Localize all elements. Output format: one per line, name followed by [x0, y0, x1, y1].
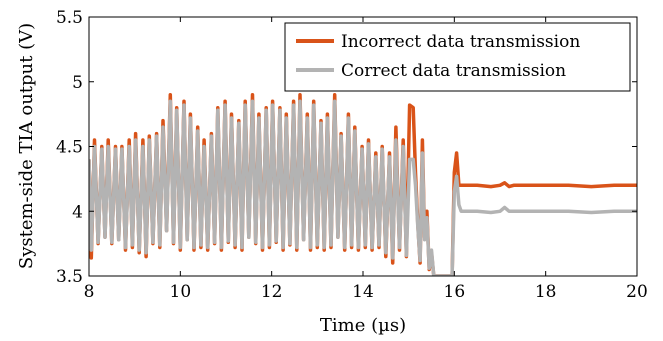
x-tick-label: 10 — [170, 282, 192, 302]
series-line-1 — [89, 99, 637, 276]
y-axis-label: System-side TIA output (V) — [16, 23, 37, 269]
tick-labels: 8 10 12 14 16 18 20 3.5 4 4.5 5 5.5 — [56, 8, 648, 302]
legend-box — [284, 22, 631, 92]
series-layer — [89, 92, 637, 276]
legend: Incorrect data transmission Correct data… — [284, 22, 631, 92]
legend-entry-incorrect: Incorrect data transmission — [341, 32, 580, 52]
y-tick-label: 5 — [72, 73, 83, 93]
x-tick-label: 16 — [444, 282, 466, 302]
x-tick-label: 18 — [535, 282, 557, 302]
y-tick-label: 3.5 — [56, 267, 83, 287]
x-tick-label: 14 — [352, 282, 374, 302]
x-tick-label: 12 — [261, 282, 283, 302]
ticks-layer — [88, 16, 638, 277]
legend-entry-correct: Correct data transmission — [341, 61, 566, 81]
x-tick-label: 8 — [84, 282, 95, 302]
x-tick-label: 20 — [626, 282, 648, 302]
y-tick-label: 5.5 — [56, 8, 83, 28]
x-axis-label: Time (µs) — [320, 315, 406, 336]
y-tick-label: 4.5 — [56, 138, 83, 158]
y-tick-label: 4 — [72, 202, 83, 222]
